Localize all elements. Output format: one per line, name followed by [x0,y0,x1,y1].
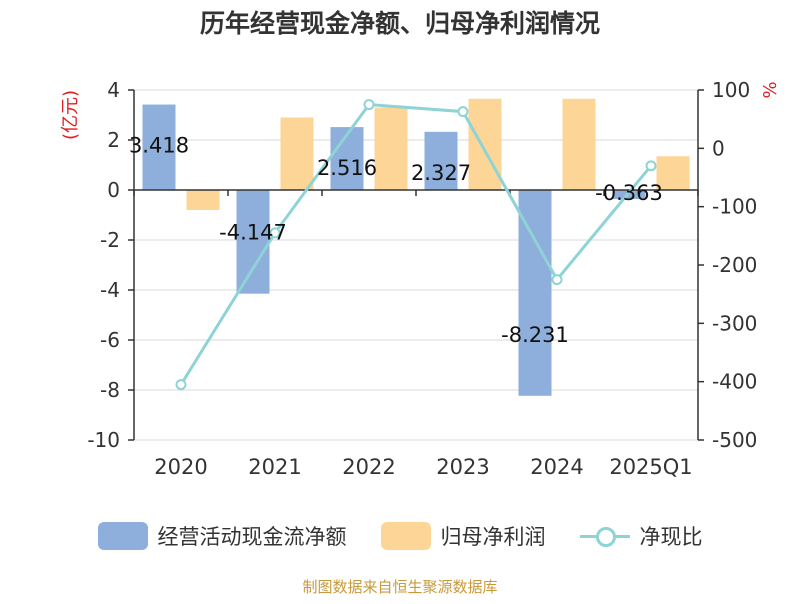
y-left-tick-label: -10 [87,428,120,452]
bar-layer [142,98,690,396]
point-cash-ratio [457,106,469,118]
data-label-operating-cash: -8.231 [501,323,569,347]
point-cash-ratio [551,274,563,286]
legend-item-cash-ratio[interactable]: 净现比 [579,521,703,551]
legend-label-operating-cash: 经营活动现金流净额 [157,525,347,549]
bar-operating-cash [424,131,458,190]
x-tick-label: 2021 [248,455,301,479]
data-label-operating-cash: -0.363 [595,181,663,205]
y-left-tick-label: 2 [107,128,120,152]
legend: 经营活动现金流净额 归母净利润 净现比 [0,514,800,558]
legend-swatch-net-profit [380,522,431,550]
y-left-tick-label: 4 [107,78,120,102]
y-right-tick-label: -200 [712,253,757,277]
bar-net-profit [374,107,408,190]
bar-net-profit [280,117,314,190]
y-left-tick-label: 0 [107,178,120,202]
data-label-operating-cash: -4.147 [219,221,287,245]
x-tick-label: 2020 [154,455,207,479]
bar-net-profit [186,190,220,210]
line-cash-ratio [179,103,653,386]
bar-operating-cash [236,190,270,294]
legend-item-operating-cash[interactable]: 经营活动现金流净额 [97,521,347,551]
x-tick-label: 2023 [436,455,489,479]
y-right-tick-label: -100 [712,195,757,219]
y-right-tick-label: 100 [712,78,750,102]
label-layer: 3.418 -4.147 2.516 2.327 -8.231 -0.363 [129,134,663,347]
legend-label-cash-ratio: 净现比 [639,525,703,549]
grid-layer [134,89,698,441]
point-cash-ratio [645,160,657,172]
y-right-tick-label: -400 [712,370,757,394]
y-left-tick-label: -4 [100,278,120,302]
y-right-tick-label: -500 [712,428,757,452]
y-left-axis-label: (亿元) [60,90,81,140]
legend-swatch-cash-ratio [579,522,630,550]
legend-item-net-profit[interactable]: 归母净利润 [380,521,546,551]
chart-title: 历年经营现金净额、归母净利润情况 [200,9,600,38]
axis-layer: 4 2 0 -2 -4 -6 -8 -10 100 0 -100 -200 -300 -400 -500 20… [87,78,757,479]
point-cash-ratio [363,99,375,111]
bar-net-profit [468,98,502,190]
y-left-tick-label: -8 [100,378,120,402]
bar-net-profit [562,98,596,190]
bar-operating-cash [518,190,552,396]
point-cash-ratio [269,227,281,239]
data-label-operating-cash: 2.516 [317,156,377,180]
legend-label-net-profit: 归母净利润 [440,525,546,549]
bar-operating-cash [142,104,176,190]
point-cash-ratio [175,379,187,391]
x-tick-label: 2024 [530,455,583,479]
bar-operating-cash [330,127,364,190]
data-label-operating-cash: 3.418 [129,134,189,158]
y-right-axis-label: % [760,81,781,98]
line-layer [175,99,657,391]
y-right-tick-label: 0 [712,136,725,160]
source-note: 制图数据来自恒生聚源数据库 [302,578,498,596]
bar-net-profit [656,156,690,190]
y-left-tick-label: -6 [100,328,120,352]
y-right-tick-label: -300 [712,311,757,335]
x-tick-label: 2025Q1 [609,455,692,479]
data-label-operating-cash: 2.327 [411,161,471,185]
x-tick-label: 2022 [342,455,395,479]
y-left-tick-label: -2 [100,228,120,252]
legend-swatch-operating-cash [97,522,148,550]
